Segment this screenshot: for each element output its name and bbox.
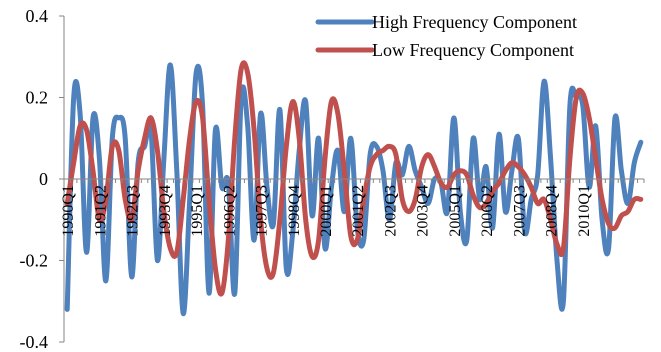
y-tick-label: 0: [39, 169, 48, 189]
x-tick-label: 1992Q3: [125, 185, 142, 237]
x-tick-label: 1996Q2: [221, 185, 238, 237]
x-tick-label: 2006Q2: [479, 185, 496, 237]
x-tick-label: 1991Q2: [92, 185, 109, 237]
x-tick-label: 1995Q1: [189, 185, 206, 237]
y-tick-label: 0.2: [26, 88, 49, 108]
y-tick-label: -0.4: [20, 332, 49, 352]
x-tick-label: 1990Q1: [60, 185, 77, 237]
x-tick-label: 2001Q2: [350, 185, 367, 237]
x-tick-label: 2000Q1: [318, 185, 335, 237]
y-tick-label: 0.4: [26, 6, 49, 26]
series-line-low-frequency: [64, 60, 644, 297]
legend-label: Low Frequency Component: [372, 40, 574, 60]
x-tick-label: 2007Q3: [511, 185, 528, 237]
x-tick-label: 2005Q1: [447, 185, 464, 237]
axes: -0.4 -0.2 0 0.2 0.4 1990Q1 1991Q2 1992Q3 1993Q4 1…: [20, 6, 645, 352]
x-tick-label: 2002Q3: [382, 185, 399, 237]
x-tick-label: 1993Q4: [157, 185, 174, 237]
x-tick-label: 2003Q4: [415, 185, 432, 237]
x-tick-label: 1998Q4: [286, 185, 303, 237]
y-tick-label: -0.2: [20, 251, 49, 271]
x-tick-label: 2010Q1: [576, 185, 593, 237]
legend-label: High Frequency Component: [372, 12, 577, 32]
x-tick-label: 2008Q4: [544, 185, 561, 237]
plot-area: [64, 60, 644, 317]
x-tick-label: 1997Q3: [254, 185, 271, 237]
series-line-high-frequency: [64, 62, 644, 317]
legend: High Frequency Component Low Frequency Co…: [315, 12, 577, 60]
